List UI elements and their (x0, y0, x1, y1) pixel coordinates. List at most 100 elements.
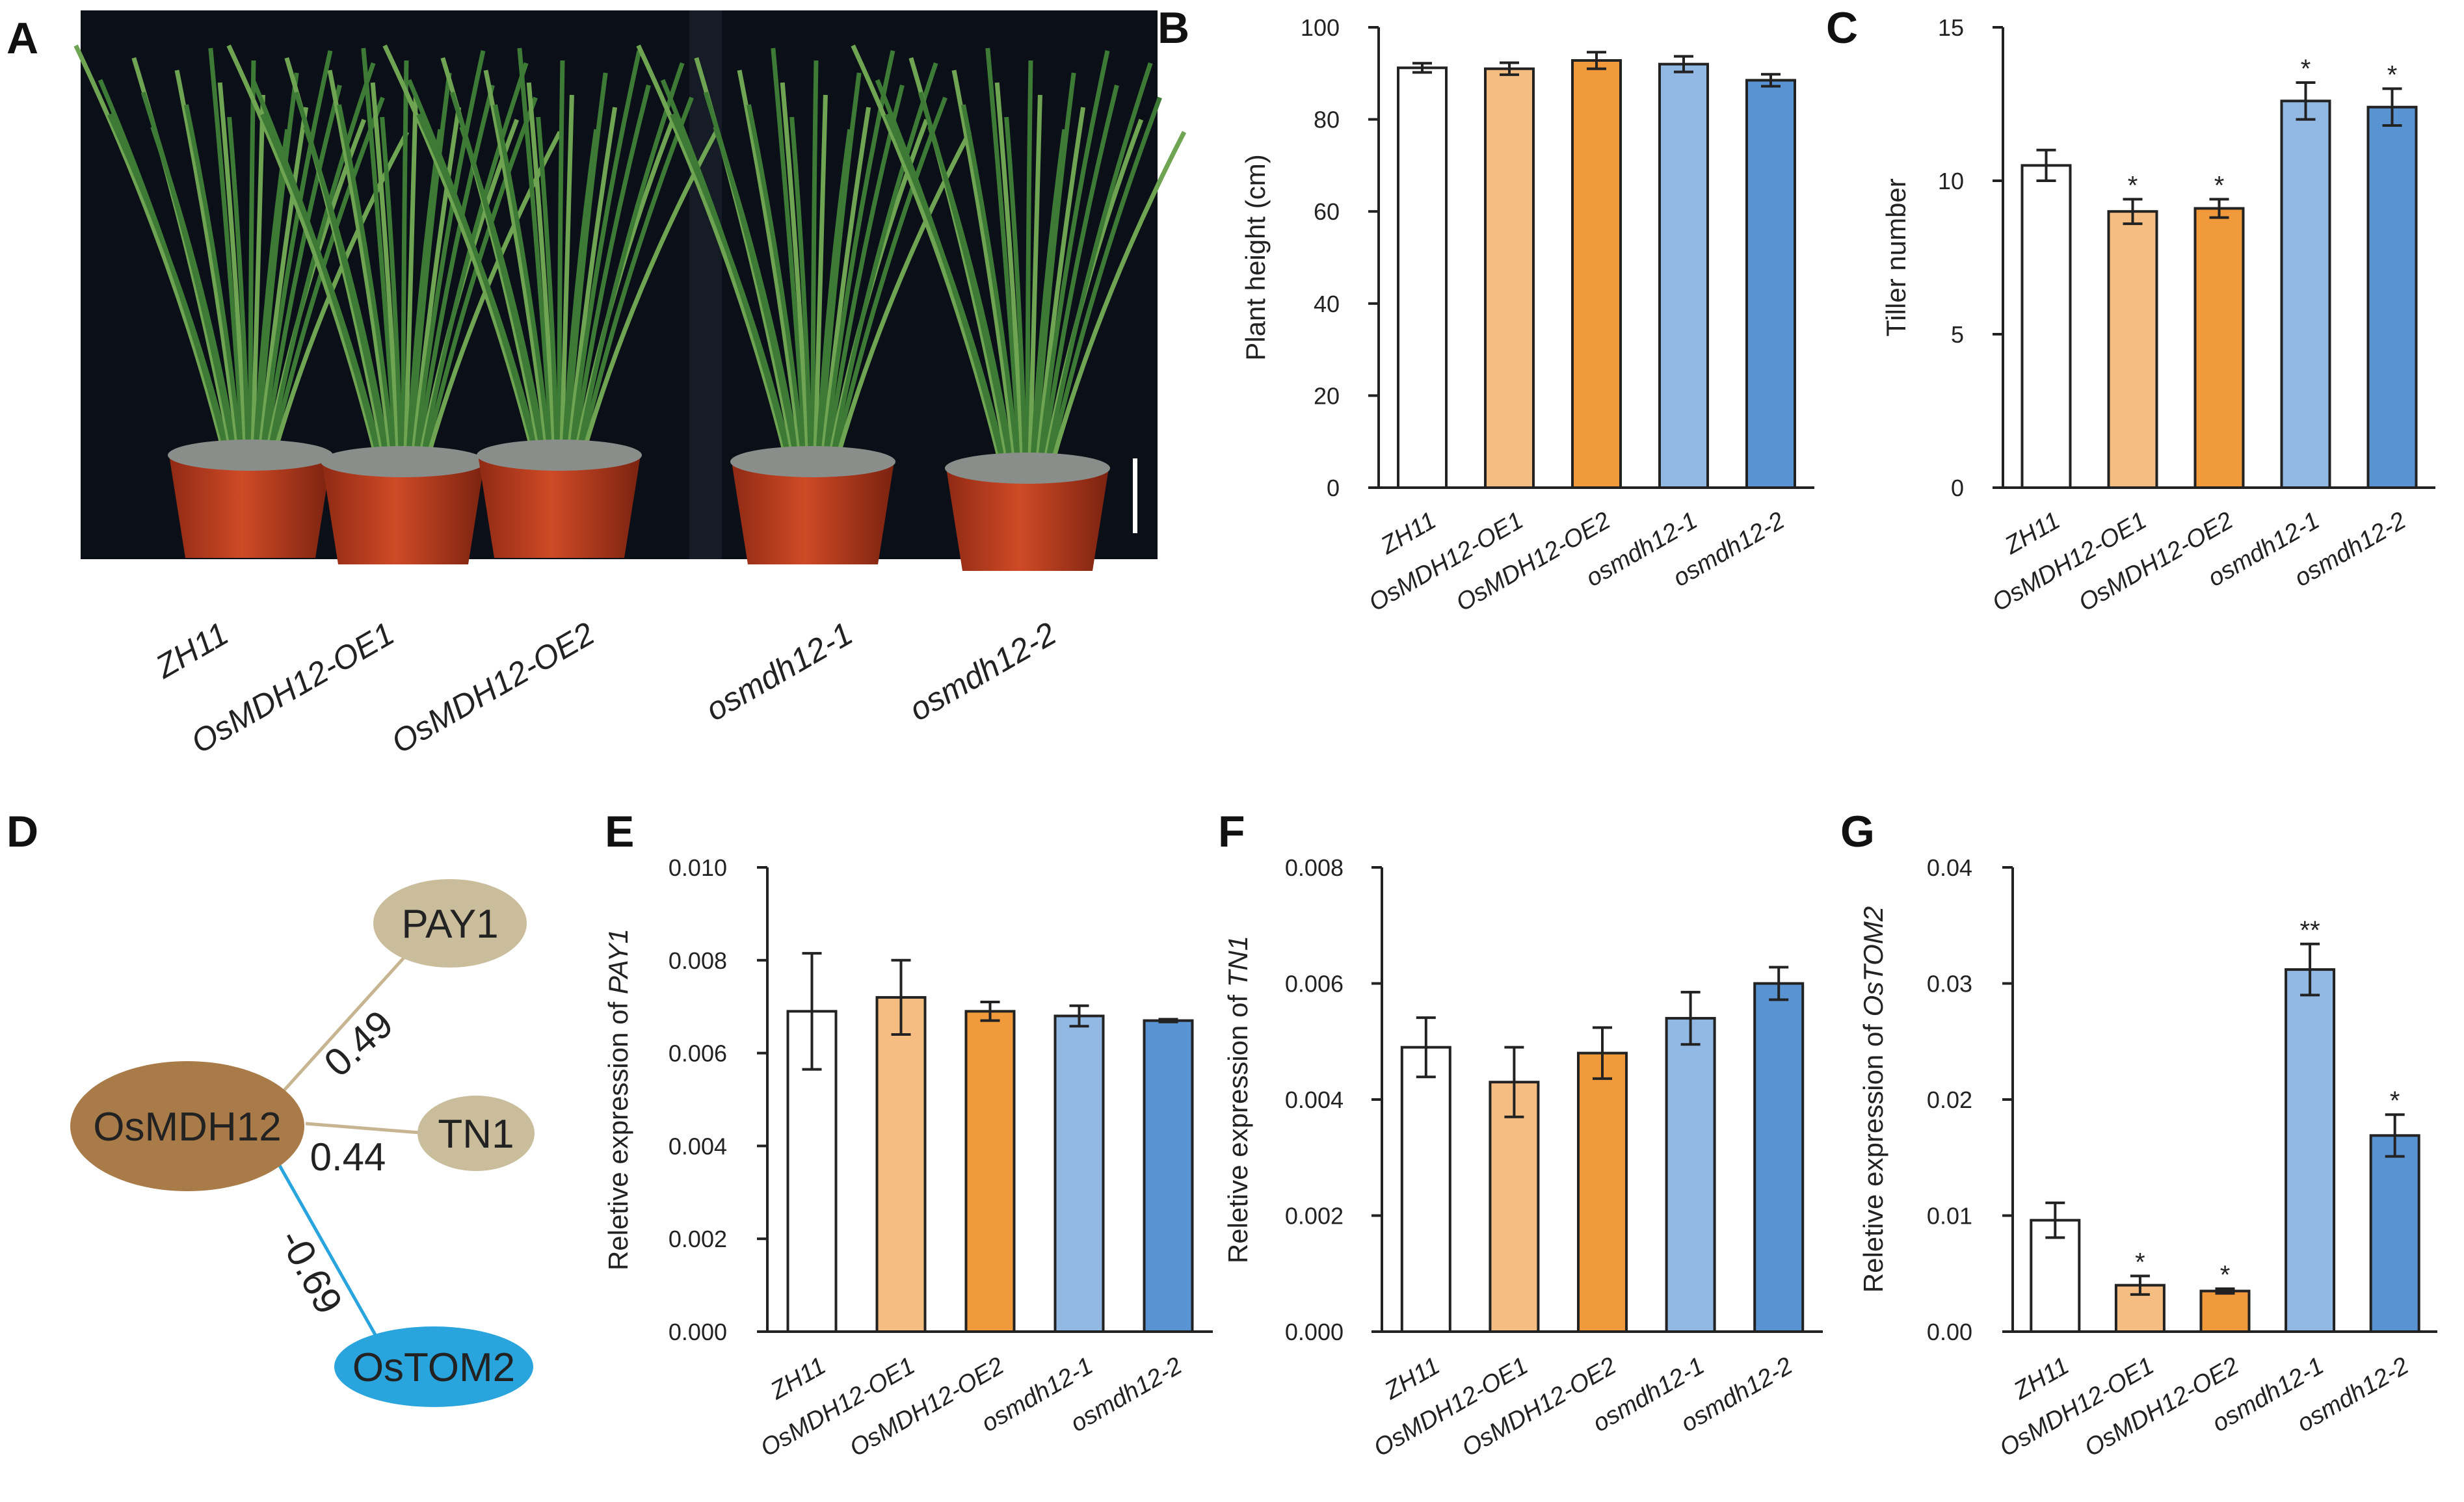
plant-stem (262, 85, 342, 456)
significance-star: * (2128, 171, 2138, 200)
panel-label-e: E (605, 807, 634, 856)
bar (1484, 67, 1535, 490)
plant-stem (771, 47, 808, 462)
plant-stem (568, 50, 642, 456)
panel-label-a: A (7, 14, 38, 63)
plant-stem (580, 131, 719, 456)
plant-stem (459, 125, 548, 456)
plant-stem (564, 72, 608, 456)
plant-stem (571, 85, 651, 456)
bar (1397, 66, 1448, 489)
y-axis-label-prefix: Reletive expression of (1858, 1016, 1888, 1293)
node-osmdh12 (70, 1061, 304, 1191)
y-tick-label: 80 (1314, 107, 1340, 133)
plant-stem (361, 47, 399, 462)
plant-stem (577, 96, 694, 456)
y-axis-label-gene: OsTOM2 (1858, 906, 1888, 1017)
plant-stem (255, 72, 299, 456)
plant-stem (250, 94, 265, 456)
plant-stem (1037, 50, 1110, 469)
plant-stem (1004, 116, 1027, 469)
y-tick-label: 0.010 (669, 854, 727, 881)
significance-star: * (2301, 55, 2311, 83)
plant-stem (951, 70, 1018, 469)
plant-stem (416, 113, 540, 456)
bar (1143, 1019, 1194, 1333)
category-label: OsMDH12-OE1 (1364, 507, 1528, 616)
plant-stem (401, 60, 409, 462)
chart-tiller-number: 0 5 10 15 Tiller number ZH11 * OsMDH12-OE1 * OsMD… (1881, 14, 2435, 617)
chart-tn1-expression: 0.000 0.002 0.004 0.006 0.008 Reletive expres… (1223, 854, 1823, 1462)
bar (2020, 164, 2072, 489)
bar (1665, 1017, 1716, 1334)
category-label: OsMDH12-OE2 (845, 1352, 1009, 1462)
plant-stem (257, 107, 309, 456)
plant-stem (183, 104, 244, 456)
y-tick-label: 100 (1301, 14, 1340, 41)
plant-stem (561, 129, 599, 456)
y-axis-label-gene: PAY1 (603, 929, 633, 994)
plant-stem (1044, 62, 1153, 469)
plant-stem (737, 70, 804, 462)
bar (2193, 207, 2245, 489)
plant-stem (817, 72, 862, 462)
edge-label-tn1: 0.44 (310, 1135, 386, 1179)
y-tick-label: 0.000 (669, 1319, 727, 1345)
plant-stem (985, 47, 1023, 469)
significance-star: * (2390, 1087, 2400, 1115)
plant-stem (415, 85, 495, 462)
plant-pot (946, 468, 1109, 571)
pot-soil (730, 446, 895, 477)
plant-stem (819, 107, 871, 462)
plant-stem (536, 116, 559, 456)
plant-stem (1032, 72, 1076, 469)
y-tick-label: 0.006 (1285, 971, 1344, 997)
category-label: ZH11 (2000, 507, 2065, 560)
bar (2199, 1289, 2251, 1334)
y-axis-label: Reletive expression of OsTOM2 (1858, 906, 1888, 1293)
category-label: OsMDH12-OE2 (1451, 507, 1615, 616)
plant-stem (492, 104, 553, 456)
y-tick-label: 0.01 (1927, 1203, 1972, 1230)
y-tick-label: 10 (1938, 168, 1964, 194)
plant-stem (419, 62, 529, 462)
y-tick-label: 0.03 (1927, 971, 1972, 997)
photo-label-ko1: osmdh12-1 (700, 615, 859, 728)
category-label: OsMDH12-OE2 (2074, 507, 2238, 616)
plant-stem (303, 125, 391, 462)
plant-stem (813, 94, 828, 462)
plant-stem (327, 70, 394, 462)
y-tick-label: 5 (1951, 321, 1964, 348)
plant-stem (412, 50, 486, 462)
plant-stem (780, 82, 811, 462)
y-tick-label: 0 (1327, 475, 1340, 501)
edge-ostom2 (271, 1153, 379, 1339)
node-ostom2 (334, 1326, 533, 1407)
category-label: OsMDH12-OE1 (1988, 507, 2151, 616)
plant-stem (226, 44, 380, 462)
panel-label-g: G (1840, 807, 1875, 856)
plant-stem (73, 44, 227, 456)
photo-label-zh11: ZH11 (149, 615, 235, 685)
plant-stem (927, 125, 1016, 469)
bar (2366, 105, 2418, 490)
pot-soil (168, 440, 333, 471)
plant-stem (851, 44, 1004, 469)
node-tn1 (417, 1096, 535, 1171)
plant-pot (478, 455, 641, 558)
y-tick-label: 15 (1938, 14, 1964, 41)
plant-stem (410, 107, 462, 462)
y-tick-label: 0.006 (669, 1040, 727, 1067)
y-tick-label: 0.00 (1927, 1319, 1972, 1345)
scale-bar (1133, 458, 1137, 533)
y-axis-label: Tiller number (1881, 178, 1911, 337)
category-label: OsMDH12-OE1 (1369, 1352, 1532, 1462)
edge-label-pay1: 0.49 (315, 1002, 401, 1085)
plant-photo (73, 10, 1187, 571)
plant-stem (252, 129, 290, 456)
plant-stem (994, 82, 1026, 469)
bar (2280, 99, 2331, 489)
plant-stem (267, 62, 376, 456)
plant-stem (825, 85, 905, 462)
bar (2107, 210, 2158, 489)
